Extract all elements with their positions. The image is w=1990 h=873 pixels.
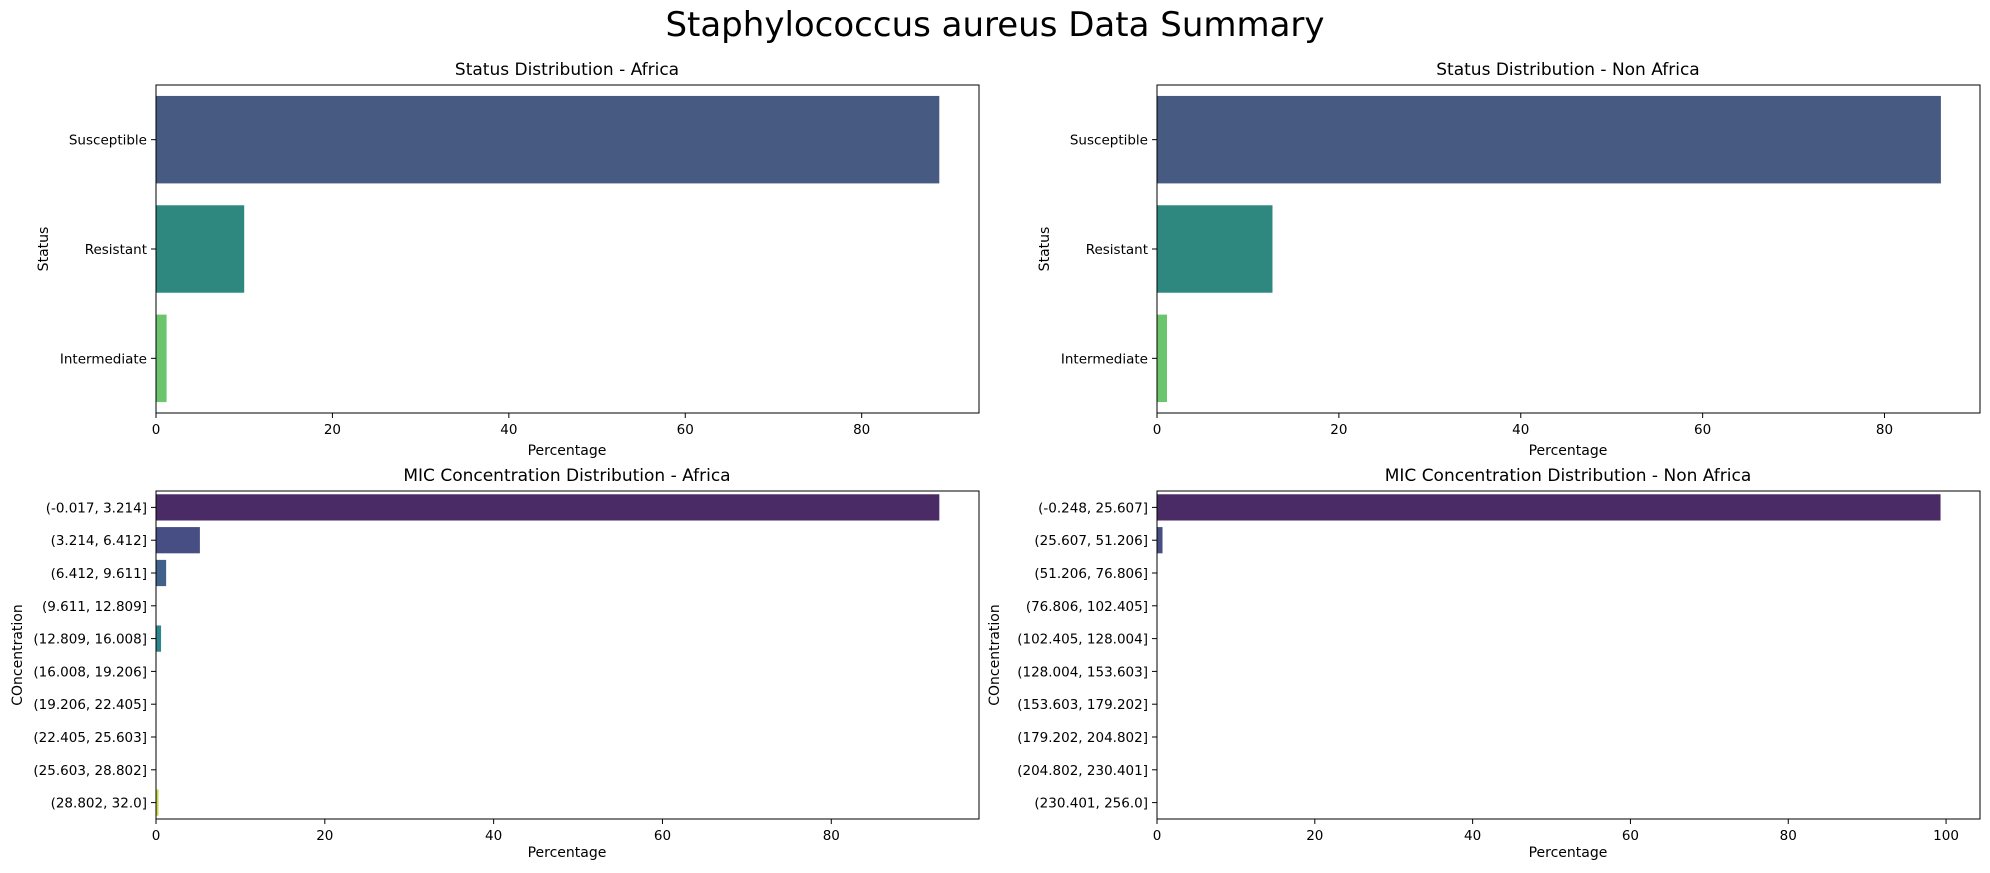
x-tick-label: 40 (1464, 828, 1481, 844)
figure-title: Staphylococcus aureus Data Summary (665, 5, 1324, 45)
x-axis-ticks: 0 20 40 60 80 (152, 819, 840, 844)
y-tick-label: (12.809, 16.008] (33, 632, 147, 648)
x-tick-label: 0 (152, 828, 161, 844)
y-tick-label: Resistant (1086, 242, 1148, 258)
x-tick-label: 80 (823, 828, 840, 844)
bars-group (1157, 95, 1941, 403)
bars-group (156, 95, 940, 403)
plot-frame (1156, 490, 1981, 820)
x-tick-label: 40 (500, 422, 517, 438)
x-axis-ticks: 0 20 40 60 80 (1153, 413, 1893, 438)
bar-4 (156, 625, 162, 652)
panel-title: Status Distribution - Non Africa (1436, 60, 1699, 80)
bar-1 (156, 205, 245, 293)
x-tick-label: 60 (1622, 828, 1639, 844)
x-tick-label: 60 (1694, 422, 1711, 438)
x-axis-label: Percentage (1529, 845, 1608, 861)
x-tick-label: 60 (677, 422, 694, 438)
y-tick-label: (3.214, 6.412] (51, 533, 147, 549)
bar-0 (156, 494, 940, 521)
plot-frame (155, 490, 980, 820)
x-axis-label: Percentage (528, 443, 607, 459)
y-tick-label: (-0.248, 25.607] (1038, 500, 1148, 516)
x-tick-label: 40 (485, 828, 502, 844)
y-tick-label: (-0.017, 3.214] (46, 500, 147, 516)
x-tick-label: 0 (1153, 828, 1162, 844)
y-axis-ticks: (-0.248, 25.607] (25.607, 51.206] (51.206,… (1017, 500, 1157, 812)
y-axis-ticks: Susceptible Resistant Intermediate (60, 133, 156, 367)
bar-2 (156, 559, 167, 587)
x-tick-label: 20 (316, 828, 333, 844)
x-axis-ticks: 0 20 40 60 80 100 (1153, 819, 1959, 844)
x-tick-label: 80 (1876, 422, 1893, 438)
y-tick-label: (22.405, 25.603] (33, 730, 147, 746)
y-tick-label: (204.802, 230.401] (1017, 763, 1148, 779)
bar-1 (1157, 205, 1273, 293)
x-tick-label: 20 (1306, 828, 1323, 844)
panel-title: Status Distribution - Africa (455, 60, 679, 80)
y-axis-label: Status (1037, 227, 1053, 272)
y-axis-label: COncentration (10, 604, 26, 706)
panel-title: MIC Concentration Distribution - Africa (403, 466, 730, 486)
y-tick-label: (153.603, 179.202] (1017, 697, 1148, 713)
y-tick-label: Susceptible (1070, 133, 1148, 149)
y-tick-label: Intermediate (60, 351, 147, 367)
y-tick-label: (128.004, 153.603] (1017, 664, 1148, 680)
x-tick-label: 40 (1512, 422, 1529, 438)
bar-1 (156, 527, 200, 554)
y-tick-label: (51.206, 76.806] (1034, 566, 1148, 582)
bar-0 (1157, 95, 1941, 184)
y-tick-label: (230.401, 256.0] (1034, 796, 1148, 812)
y-axis-ticks: (-0.017, 3.214] (3.214, 6.412] (6.412, 9.6… (33, 500, 156, 812)
x-axis-ticks: 0 20 40 60 80 (152, 413, 870, 438)
bar-2 (156, 314, 167, 403)
x-tick-label: 0 (1153, 422, 1162, 438)
bars-group (1157, 494, 1941, 554)
y-tick-label: (76.806, 102.405] (1026, 599, 1148, 615)
panel-mic-non-africa: MIC Concentration Distribution - Non Afr… (987, 466, 1981, 861)
panel-title: MIC Concentration Distribution - Non Afr… (1385, 466, 1752, 486)
x-tick-label: 20 (324, 422, 341, 438)
x-tick-label: 20 (1330, 422, 1347, 438)
y-tick-label: (25.603, 28.802] (33, 763, 147, 779)
y-tick-label: (6.412, 9.611] (51, 566, 147, 582)
panel-status-africa: Status Distribution - Africa 0 20 40 60 80 S… (36, 60, 980, 459)
panel-status-non-africa: Status Distribution - Non Africa 0 20 40 60… (1037, 60, 1981, 459)
x-tick-label: 80 (1780, 828, 1797, 844)
panel-mic-africa: MIC Concentration Distribution - Africa … (10, 466, 980, 861)
bar-9 (156, 789, 159, 816)
bar-0 (1157, 494, 1941, 521)
y-tick-label: (25.607, 51.206] (1034, 533, 1148, 549)
y-tick-label: Resistant (85, 242, 147, 258)
y-axis-label: COncentration (987, 604, 1003, 706)
bars-group (156, 494, 940, 816)
y-tick-label: (16.008, 19.206] (33, 664, 147, 680)
x-tick-label: 80 (853, 422, 870, 438)
y-tick-label: (179.202, 204.802] (1017, 730, 1148, 746)
x-tick-label: 60 (654, 828, 671, 844)
bar-1 (1157, 527, 1163, 554)
y-tick-label: (19.206, 22.405] (33, 697, 147, 713)
x-tick-label: 100 (1933, 828, 1959, 844)
y-tick-label: Intermediate (1061, 351, 1148, 367)
x-axis-label: Percentage (528, 845, 607, 861)
y-tick-label: (9.611, 12.809] (42, 599, 147, 615)
y-tick-label: (28.802, 32.0] (51, 796, 147, 812)
x-tick-label: 0 (152, 422, 161, 438)
bar-2 (1157, 314, 1168, 403)
y-tick-label: (102.405, 128.004] (1017, 632, 1148, 648)
x-axis-label: Percentage (1529, 443, 1608, 459)
y-tick-label: Susceptible (69, 133, 147, 149)
y-axis-label: Status (36, 227, 52, 272)
bar-0 (156, 95, 940, 184)
y-axis-ticks: Susceptible Resistant Intermediate (1061, 133, 1157, 367)
